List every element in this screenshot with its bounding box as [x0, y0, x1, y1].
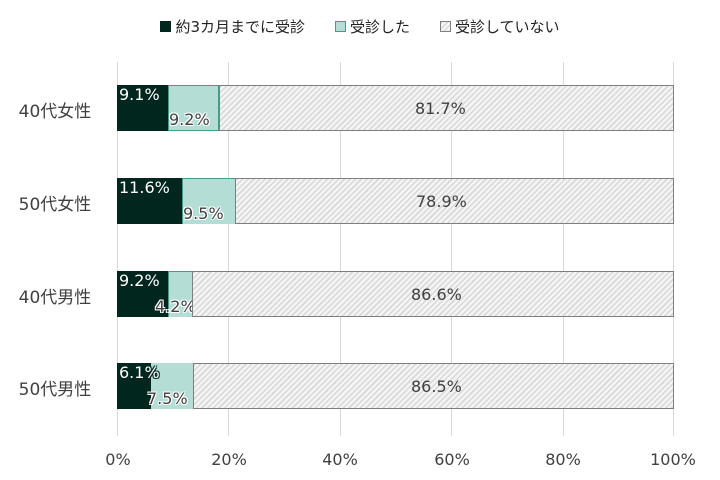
value-label: 9.2% [169, 110, 210, 129]
bar-row-40s-male: 9.2% 4.2% 86.6% [117, 271, 674, 317]
gridline-100 [673, 62, 674, 436]
value-label: 81.7% [415, 99, 466, 118]
bar-row-50s-male: 6.1% 7.5% 86.5% [117, 363, 674, 409]
value-label: 9.1% [119, 85, 160, 104]
legend-label: 受診していない [455, 17, 560, 36]
legend-swatch-hatch-icon [440, 20, 451, 32]
value-label: 7.5% [147, 389, 188, 408]
x-tick-0: 0% [105, 450, 131, 469]
gridline-0 [117, 62, 118, 436]
gridline-80 [563, 62, 564, 436]
segment-not-consulted: 78.9% [235, 178, 674, 224]
segment-consulted: 9.2% [168, 85, 219, 131]
category-label-50s-female: 50代女性 [18, 195, 92, 215]
legend-label: 受診した [349, 17, 410, 36]
value-label: 9.5% [183, 204, 224, 223]
plot-area: 9.1% 9.2% 81.7% 11.6% 9.5% 78.9% 9.2% 4.… [117, 62, 674, 436]
segment-consulted: 9.5% [182, 178, 235, 224]
legend-swatch-teal-icon [334, 20, 346, 32]
value-label: 86.6% [411, 285, 462, 304]
x-tick-60: 60% [434, 450, 470, 469]
segment-within-3-months: 9.1% [117, 85, 168, 131]
legend-label: 約3カ月までに受診 [175, 17, 305, 36]
gridline-60 [451, 62, 452, 436]
value-label: 9.2% [119, 271, 160, 290]
category-label-40s-male: 40代男性 [18, 288, 92, 308]
bar-row-50s-female: 11.6% 9.5% 78.9% [117, 178, 674, 224]
x-tick-100: 100% [650, 450, 696, 469]
legend-item-within-3-months: 約3カ月までに受診 [160, 16, 305, 37]
category-label-40s-female: 40代女性 [18, 102, 92, 122]
value-label: 11.6% [119, 178, 170, 197]
value-label: 86.5% [411, 377, 462, 396]
x-tick-40: 40% [322, 450, 358, 469]
x-tick-20: 20% [211, 450, 247, 469]
segment-within-3-months: 11.6% [117, 178, 182, 224]
chart-legend: 約3カ月までに受診 受診した 受診していない [0, 14, 720, 38]
segment-within-3-months [117, 363, 151, 409]
segment-not-consulted: 81.7% [219, 85, 674, 131]
bar-row-40s-female: 9.1% 9.2% 81.7% [117, 85, 674, 131]
segment-not-consulted: 86.5% [193, 363, 674, 409]
x-tick-80: 80% [545, 450, 581, 469]
legend-item-consulted: 受診した [334, 16, 410, 37]
gridline-20 [228, 62, 229, 436]
segment-within-3-months: 9.2% [117, 271, 168, 317]
segment-consulted [168, 271, 192, 317]
segment-not-consulted: 86.6% [192, 271, 674, 317]
category-label-50s-male: 50代男性 [18, 380, 92, 400]
segment-consulted [151, 363, 193, 409]
gridline-40 [340, 62, 341, 436]
value-label: 78.9% [416, 192, 467, 211]
value-label: 4.2% [155, 297, 196, 316]
legend-item-not-consulted: 受診していない [440, 16, 560, 37]
value-label: 6.1% [119, 363, 160, 382]
legend-swatch-dark-icon [160, 20, 172, 32]
